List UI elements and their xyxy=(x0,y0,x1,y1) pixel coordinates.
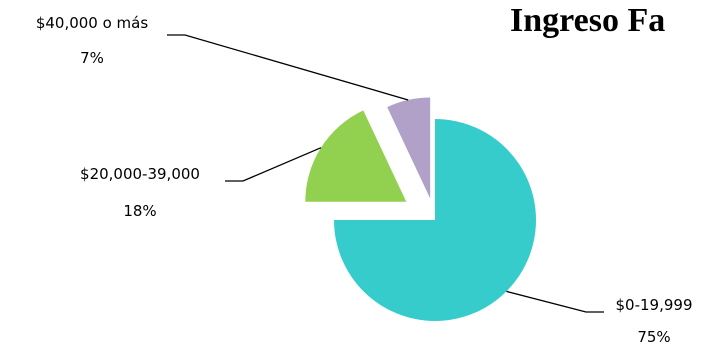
pie-slice-2 xyxy=(387,97,431,199)
pie-slice-0 xyxy=(334,119,536,321)
slice-percent-40000-plus: 7% xyxy=(80,49,104,67)
slice-label-40000-plus: $40,000 o más xyxy=(36,14,149,32)
leader-lines xyxy=(167,34,604,313)
leader-line-0 xyxy=(506,290,604,313)
slice-label-20000-39000: $20,000-39,000 xyxy=(80,165,200,183)
slice-label-0-19999: $0-19,999 xyxy=(616,296,693,314)
leader-line-2 xyxy=(167,34,409,101)
leader-line-1 xyxy=(225,147,322,182)
slice-percent-20000-39000: 18% xyxy=(123,202,156,220)
slice-percent-0-19999: 75% xyxy=(637,328,670,346)
chart-title: Ingreso Fa xyxy=(510,2,666,39)
pie-slice-1 xyxy=(305,110,407,202)
pie-slices xyxy=(305,97,536,321)
